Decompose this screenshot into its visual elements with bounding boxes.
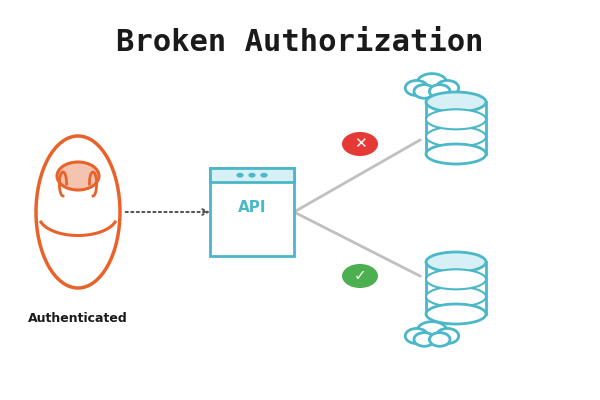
Circle shape [342,132,378,156]
Text: ✕: ✕ [353,136,367,152]
Text: ✓: ✓ [353,268,367,284]
Ellipse shape [426,144,486,164]
Circle shape [414,84,434,98]
FancyBboxPatch shape [394,331,470,352]
Bar [210,168,294,182]
FancyBboxPatch shape [394,83,470,104]
Text: Authenticated: Authenticated [28,312,128,325]
Circle shape [57,162,99,190]
Text: API: API [238,200,266,216]
FancyBboxPatch shape [426,102,486,154]
Circle shape [405,328,428,344]
Ellipse shape [426,304,486,324]
Circle shape [260,173,268,178]
Circle shape [416,322,448,342]
Circle shape [414,332,434,346]
Ellipse shape [426,109,486,129]
Ellipse shape [426,287,486,307]
Circle shape [248,173,256,178]
FancyBboxPatch shape [210,168,294,256]
Circle shape [416,74,448,94]
Circle shape [342,264,378,288]
Circle shape [236,173,244,178]
Circle shape [430,84,450,98]
Circle shape [405,80,428,96]
Ellipse shape [426,269,486,289]
Circle shape [436,80,459,96]
Ellipse shape [426,252,486,272]
Ellipse shape [426,92,486,112]
FancyBboxPatch shape [426,262,486,314]
Ellipse shape [426,127,486,147]
Text: Broken Authorization: Broken Authorization [116,28,484,57]
Circle shape [430,332,450,346]
Circle shape [436,328,459,344]
